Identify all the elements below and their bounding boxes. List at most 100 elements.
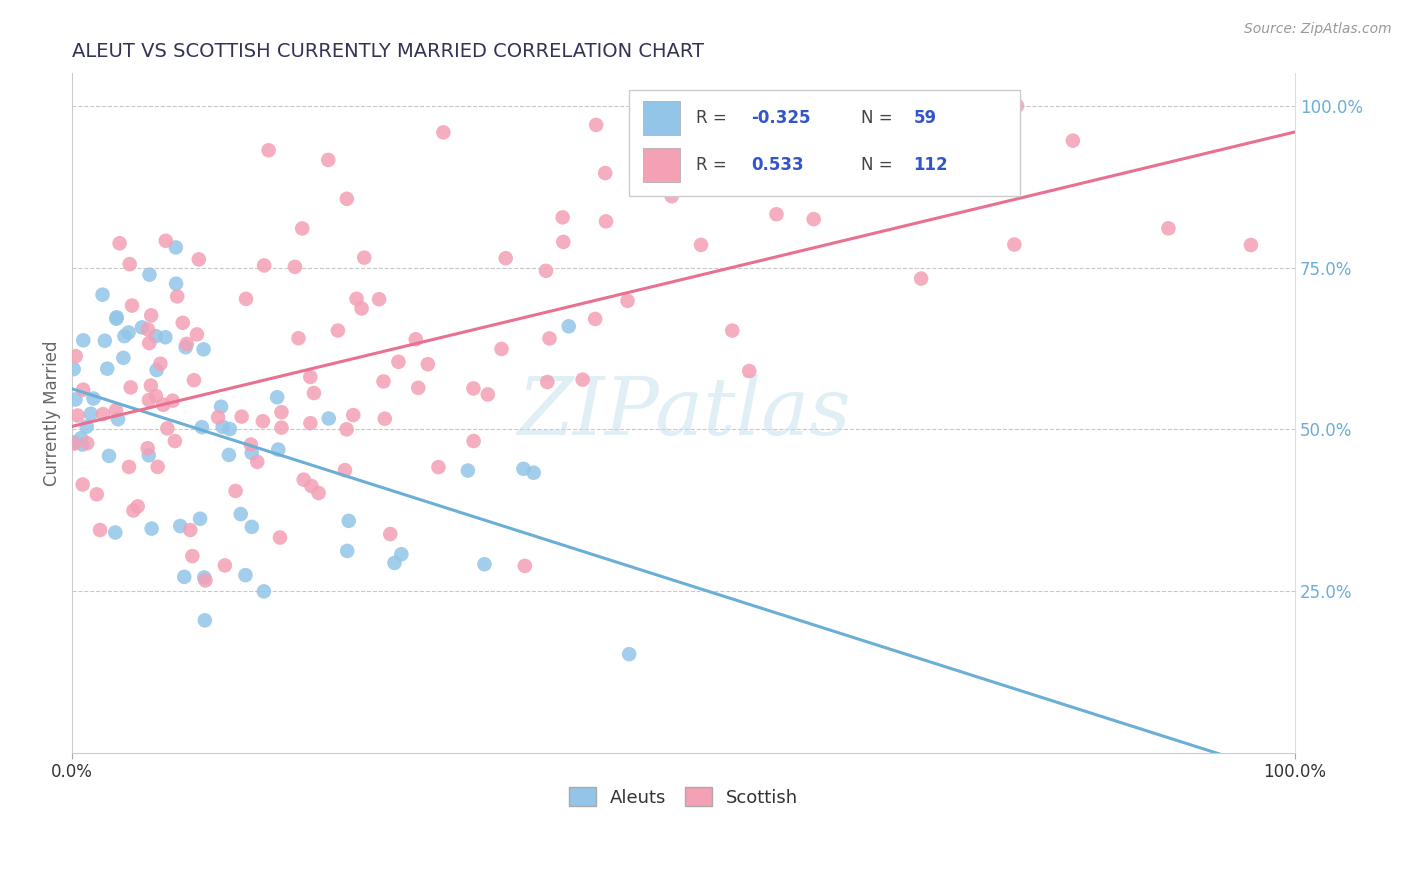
Point (105, 311, 128, 326)
Legend: Aleuts, Scottish: Aleuts, Scottish (561, 780, 806, 814)
Point (138, 448, 160, 462)
Point (108, 236, 131, 251)
Point (72, 334, 94, 348)
Point (374, 411, 396, 425)
Text: 59: 59 (914, 109, 936, 127)
Point (617, 647, 640, 661)
Y-axis label: Currently Married: Currently Married (44, 341, 60, 486)
Point (270, 405, 292, 419)
Point (287, 331, 309, 345)
Point (104, 403, 127, 417)
Point (803, 212, 825, 227)
Point (139, 378, 162, 392)
Point (155, 330, 177, 344)
Point (209, 400, 232, 414)
Point (463, 381, 485, 395)
Point (218, 422, 240, 436)
Point (218, 448, 240, 462)
Point (181, 549, 204, 563)
Point (193, 343, 215, 357)
Point (239, 437, 262, 451)
Point (141, 522, 163, 536)
Point (136, 322, 159, 336)
Point (65, 349, 87, 363)
Point (112, 329, 135, 343)
Point (146, 459, 169, 474)
Point (156, 421, 179, 435)
Point (191, 420, 214, 434)
Point (65, 392, 87, 407)
Point (269, 531, 291, 545)
Point (62, 435, 84, 450)
Point (165, 240, 187, 254)
Point (721, 324, 744, 338)
Point (1005, 99, 1028, 113)
Text: Source: ZipAtlas.com: Source: ZipAtlas.com (1244, 22, 1392, 37)
Point (86, 487, 108, 501)
Point (120, 380, 142, 394)
Point (299, 416, 322, 430)
Point (553, 235, 575, 249)
Point (72, 383, 94, 397)
Point (523, 466, 546, 480)
Point (162, 393, 184, 408)
Point (513, 558, 536, 573)
Point (326, 324, 349, 338)
Point (463, 434, 485, 448)
Text: 112: 112 (914, 156, 948, 174)
Point (432, 125, 454, 139)
Point (118, 257, 141, 271)
Point (173, 570, 195, 584)
Point (253, 584, 276, 599)
Point (121, 299, 143, 313)
Point (91, 287, 114, 301)
Point (136, 441, 159, 455)
Point (89, 523, 111, 537)
Point (1157, 221, 1180, 235)
Bar (628, 90, 1019, 195)
Point (72, 437, 94, 451)
Point (302, 386, 325, 401)
Point (380, 527, 402, 541)
Point (595, 214, 617, 228)
Point (477, 387, 499, 401)
Point (138, 336, 160, 351)
Point (235, 568, 257, 582)
Point (179, 523, 201, 537)
Point (240, 446, 263, 460)
Point (558, 319, 581, 334)
Point (117, 326, 139, 340)
Point (231, 409, 253, 424)
Point (316, 153, 339, 167)
Point (910, 271, 932, 285)
Point (183, 373, 205, 387)
Point (229, 507, 252, 521)
Point (384, 556, 406, 570)
Point (257, 143, 280, 157)
Bar (644, 101, 681, 135)
Point (368, 292, 391, 306)
Point (583, 312, 606, 326)
Point (536, 375, 558, 389)
Point (187, 252, 209, 267)
Point (299, 370, 322, 384)
Point (890, 110, 912, 124)
Point (176, 336, 198, 351)
Point (353, 251, 375, 265)
Point (336, 544, 359, 558)
Point (174, 340, 197, 354)
Point (1240, 238, 1263, 252)
Point (266, 390, 288, 404)
Point (76, 419, 98, 434)
Point (214, 558, 236, 573)
Point (267, 442, 290, 457)
Point (690, 238, 713, 252)
Point (616, 293, 638, 308)
Point (225, 483, 247, 498)
Point (94, 334, 117, 348)
Point (112, 351, 135, 365)
Point (240, 520, 263, 534)
Point (337, 514, 360, 528)
Point (96, 361, 118, 376)
Point (1062, 134, 1084, 148)
